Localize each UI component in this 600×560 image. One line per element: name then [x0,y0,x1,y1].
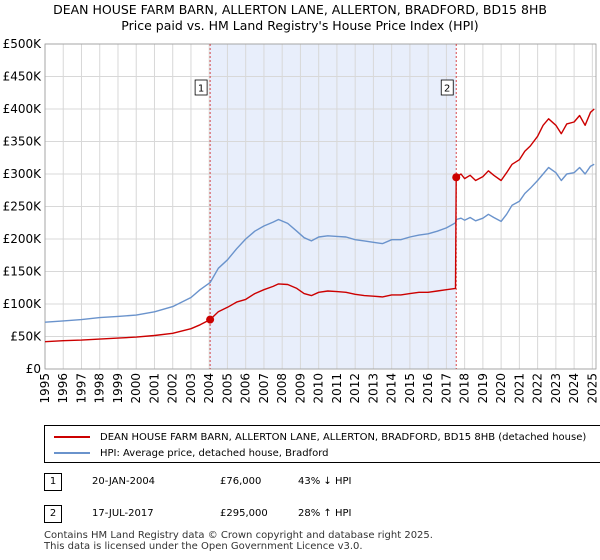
x-tick-label: 2016 [421,373,435,404]
title-line-2: Price paid vs. HM Land Registry's House … [121,18,479,33]
plot-frame [44,43,597,370]
transaction-badge: 2 [44,505,62,523]
y-tick-label: £200K [3,232,43,246]
x-tick-label: 2003 [184,373,198,404]
x-tick-label: 2010 [312,373,326,404]
x-tick-label: 1998 [93,373,107,404]
title-line-1: DEAN HOUSE FARM BARN, ALLERTON LANE, ALL… [53,2,547,17]
series-line-hpi [44,163,595,323]
x-tick-label: 2019 [476,373,490,404]
footer: Contains HM Land Registry data © Crown c… [44,530,433,552]
x-tick-label: 2005 [220,373,234,404]
x-tick-label: 2001 [147,373,161,404]
x-tick-label: 1999 [111,373,125,404]
chart-title: DEAN HOUSE FARM BARN, ALLERTON LANE, ALL… [0,2,600,34]
y-tick-label: £0 [26,362,41,376]
transaction-price: £76,000 [220,476,262,487]
legend-swatch-property [54,436,90,438]
x-tick-label: 2009 [293,373,307,404]
legend-swatch-hpi [54,452,90,454]
price-chart: £0 £50K £100K £150K £200K £250K £300K £350K £400… [3,37,600,404]
legend-item-hpi: HPI: Average price, detached house, Brad… [54,445,328,461]
sale-marker-label: 1 [198,84,204,95]
transaction-badge: 1 [44,473,62,491]
legend-item-property: DEAN HOUSE FARM BARN, ALLERTON LANE, ALL… [54,429,586,445]
x-tick-label: 2018 [458,373,472,404]
y-tick-label: £100K [3,297,43,311]
x-tick-label: 2014 [385,373,399,404]
y-tick-label: £250K [3,200,43,214]
transaction-price: £295,000 [220,508,268,519]
x-tick-label: 2015 [403,373,417,404]
sale-point [206,315,215,324]
x-tick-label: 2025 [585,373,599,404]
x-tick-label: 2021 [512,373,526,404]
y-tick-label: £50K [10,330,42,344]
y-tick-label: £150K [3,265,43,279]
sale-marker-box [194,79,208,96]
x-tick-label: 2013 [366,373,380,404]
y-tick-label: £450K [3,70,43,84]
x-tick-label: 2007 [257,373,271,404]
transaction-hpi-diff: 28% ↑ HPI [298,508,352,519]
x-tick-label: 2012 [348,373,362,404]
transaction-date: 20-JAN-2004 [92,476,156,487]
footer-line-1: Contains HM Land Registry data © Crown c… [44,530,433,541]
legend-label-property: DEAN HOUSE FARM BARN, ALLERTON LANE, ALL… [100,431,587,443]
y-tick-label: £500K [3,37,43,51]
x-tick-label: 2004 [202,373,216,404]
sale-point [452,173,461,182]
sale-marker-box [440,79,454,96]
x-tick-label: 2002 [166,373,180,404]
x-tick-label: 2006 [239,373,253,404]
x-tick-label: 1995 [38,373,52,404]
series-line-property [44,108,595,343]
legend-label-hpi: HPI: Average price, detached house, Brad… [100,447,329,459]
x-tick-label: 2023 [549,373,563,404]
x-tick-label: 2017 [439,373,453,404]
sale-marker-label: 2 [444,84,450,95]
x-tick-label: 2000 [129,373,143,404]
x-tick-label: 2011 [330,373,344,404]
y-tick-label: £300K [3,167,43,181]
y-tick-label: £350K [3,135,43,149]
x-tick-label: 1996 [56,373,70,404]
x-tick-label: 2008 [275,373,289,404]
x-tick-label: 2024 [567,373,581,404]
transaction-date: 17-JUL-2017 [92,508,154,519]
x-tick-label: 1997 [74,373,88,404]
transaction-hpi-diff: 43% ↓ HPI [298,476,352,487]
x-tick-label: 2022 [531,373,545,404]
y-tick-label: £400K [3,102,43,116]
legend: DEAN HOUSE FARM BARN, ALLERTON LANE, ALL… [44,425,600,463]
footer-line-2: This data is licensed under the Open Gov… [44,541,363,552]
x-tick-label: 2020 [494,373,508,404]
